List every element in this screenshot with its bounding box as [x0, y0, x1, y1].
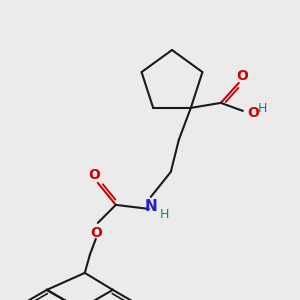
Text: O: O: [236, 69, 248, 83]
Text: O: O: [90, 226, 102, 240]
Text: H: H: [160, 208, 170, 221]
Text: H: H: [258, 102, 268, 116]
Text: O: O: [88, 168, 100, 182]
Text: N: N: [144, 200, 157, 214]
Text: O: O: [247, 106, 259, 120]
